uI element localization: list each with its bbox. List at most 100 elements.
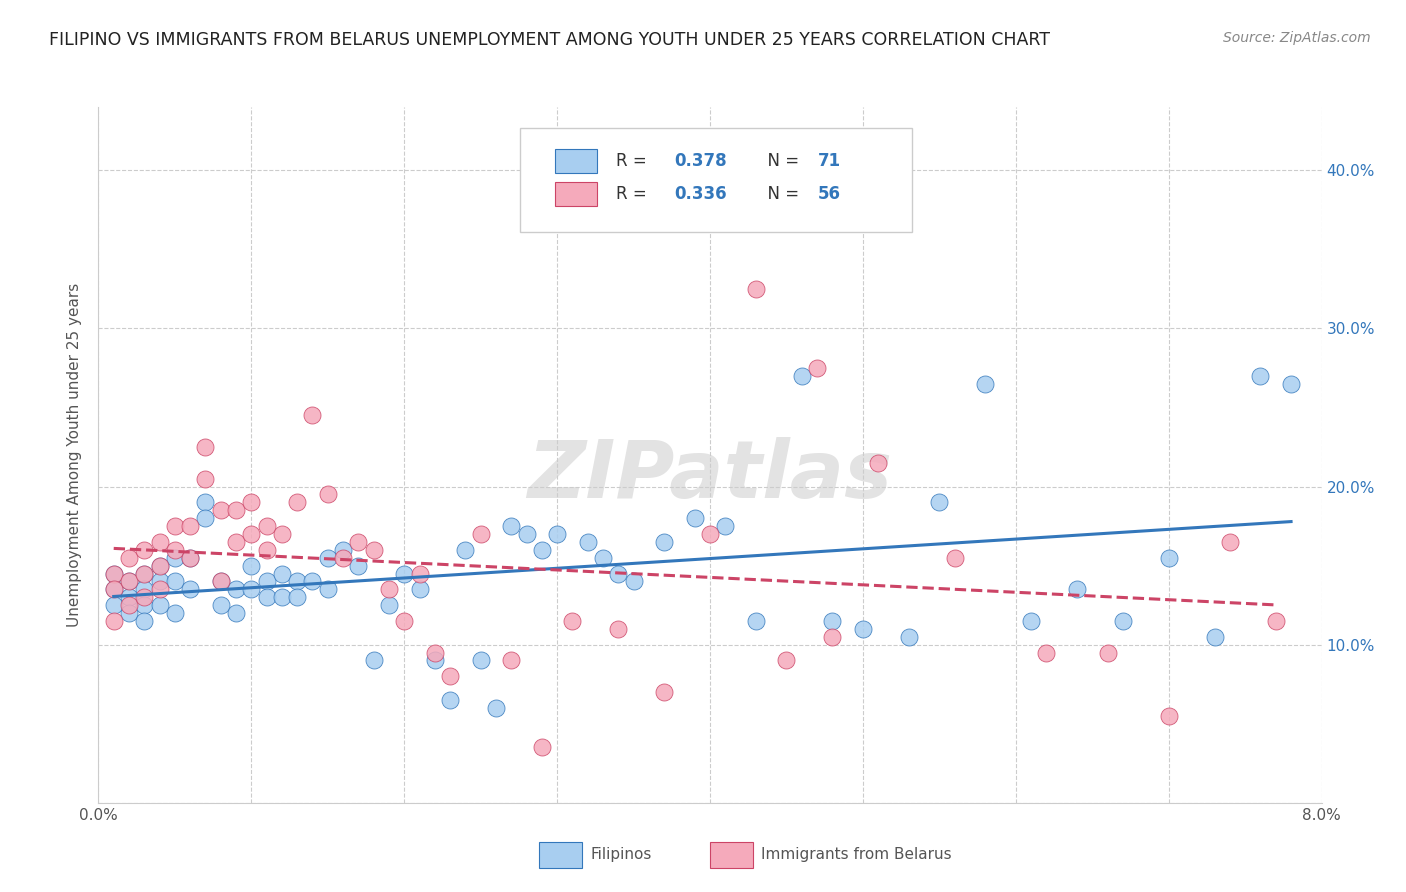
Point xyxy=(149,558,172,573)
FancyBboxPatch shape xyxy=(555,149,598,173)
Point xyxy=(470,527,492,541)
Point xyxy=(134,614,156,628)
Text: ZIPatlas: ZIPatlas xyxy=(527,437,893,515)
Point xyxy=(592,550,614,565)
Point xyxy=(546,527,568,541)
Point xyxy=(179,582,201,597)
Point xyxy=(652,534,675,549)
Point xyxy=(316,487,339,501)
Point xyxy=(225,534,247,549)
Point xyxy=(301,574,323,589)
Point xyxy=(1264,614,1286,628)
Point xyxy=(118,598,141,612)
Point xyxy=(332,550,354,565)
Y-axis label: Unemployment Among Youth under 25 years: Unemployment Among Youth under 25 years xyxy=(67,283,83,627)
Point xyxy=(943,550,966,565)
Point xyxy=(423,653,446,667)
Point xyxy=(775,653,797,667)
Point xyxy=(408,582,430,597)
Point xyxy=(118,574,141,589)
FancyBboxPatch shape xyxy=(555,182,598,206)
Point xyxy=(225,606,247,620)
Point xyxy=(163,574,186,589)
Point xyxy=(501,653,523,667)
Point xyxy=(103,566,125,581)
Point xyxy=(576,534,599,549)
Point xyxy=(530,542,553,557)
Point xyxy=(363,542,385,557)
Point xyxy=(316,582,339,597)
Point xyxy=(485,701,508,715)
Point xyxy=(868,456,890,470)
Point xyxy=(270,527,294,541)
Point xyxy=(1066,582,1088,597)
Point xyxy=(745,614,768,628)
Text: 56: 56 xyxy=(818,185,841,203)
Point xyxy=(134,591,156,605)
Point xyxy=(852,622,875,636)
Point xyxy=(103,566,125,581)
Point xyxy=(332,542,354,557)
Point xyxy=(149,534,172,549)
Point xyxy=(1219,534,1241,549)
Point xyxy=(149,582,172,597)
Point xyxy=(149,558,172,573)
Point xyxy=(378,582,401,597)
Point xyxy=(118,574,141,589)
Point xyxy=(454,542,477,557)
Text: Filipinos: Filipinos xyxy=(591,847,651,863)
Point xyxy=(103,582,125,597)
Point xyxy=(821,614,844,628)
Point xyxy=(1157,708,1180,723)
Point xyxy=(134,598,156,612)
Point xyxy=(1204,630,1226,644)
Point xyxy=(118,591,141,605)
Point xyxy=(256,542,278,557)
Point xyxy=(363,653,385,667)
Point xyxy=(561,614,583,628)
Point xyxy=(439,669,461,683)
Point xyxy=(118,606,141,620)
Point xyxy=(316,550,339,565)
Point xyxy=(285,495,308,509)
Point xyxy=(652,685,675,699)
Text: 0.378: 0.378 xyxy=(675,153,727,170)
Text: Immigrants from Belarus: Immigrants from Belarus xyxy=(762,847,952,863)
Point xyxy=(240,582,263,597)
Point xyxy=(745,282,768,296)
Point xyxy=(501,519,523,533)
Point xyxy=(163,519,186,533)
Point xyxy=(714,519,737,533)
Point xyxy=(256,574,278,589)
Point xyxy=(530,740,553,755)
FancyBboxPatch shape xyxy=(710,842,752,868)
Point xyxy=(149,574,172,589)
Point xyxy=(240,495,263,509)
Point xyxy=(163,542,186,557)
Point xyxy=(378,598,401,612)
Text: 71: 71 xyxy=(818,153,841,170)
Point xyxy=(209,598,232,612)
Point xyxy=(225,503,247,517)
Text: N =: N = xyxy=(756,185,804,203)
Point xyxy=(179,519,201,533)
Point xyxy=(1249,368,1271,383)
Point xyxy=(1097,646,1119,660)
Point xyxy=(1035,646,1057,660)
Point xyxy=(423,646,446,660)
Point xyxy=(134,566,156,581)
Point xyxy=(516,527,538,541)
Point xyxy=(806,360,828,375)
Point xyxy=(1112,614,1135,628)
Point xyxy=(256,519,278,533)
FancyBboxPatch shape xyxy=(538,842,582,868)
Point xyxy=(607,622,630,636)
Point xyxy=(134,566,156,581)
Point xyxy=(103,582,125,597)
Point xyxy=(790,368,813,383)
Point xyxy=(103,614,125,628)
Point xyxy=(179,550,201,565)
Point xyxy=(974,376,997,391)
Point xyxy=(118,550,141,565)
Point xyxy=(1019,614,1042,628)
